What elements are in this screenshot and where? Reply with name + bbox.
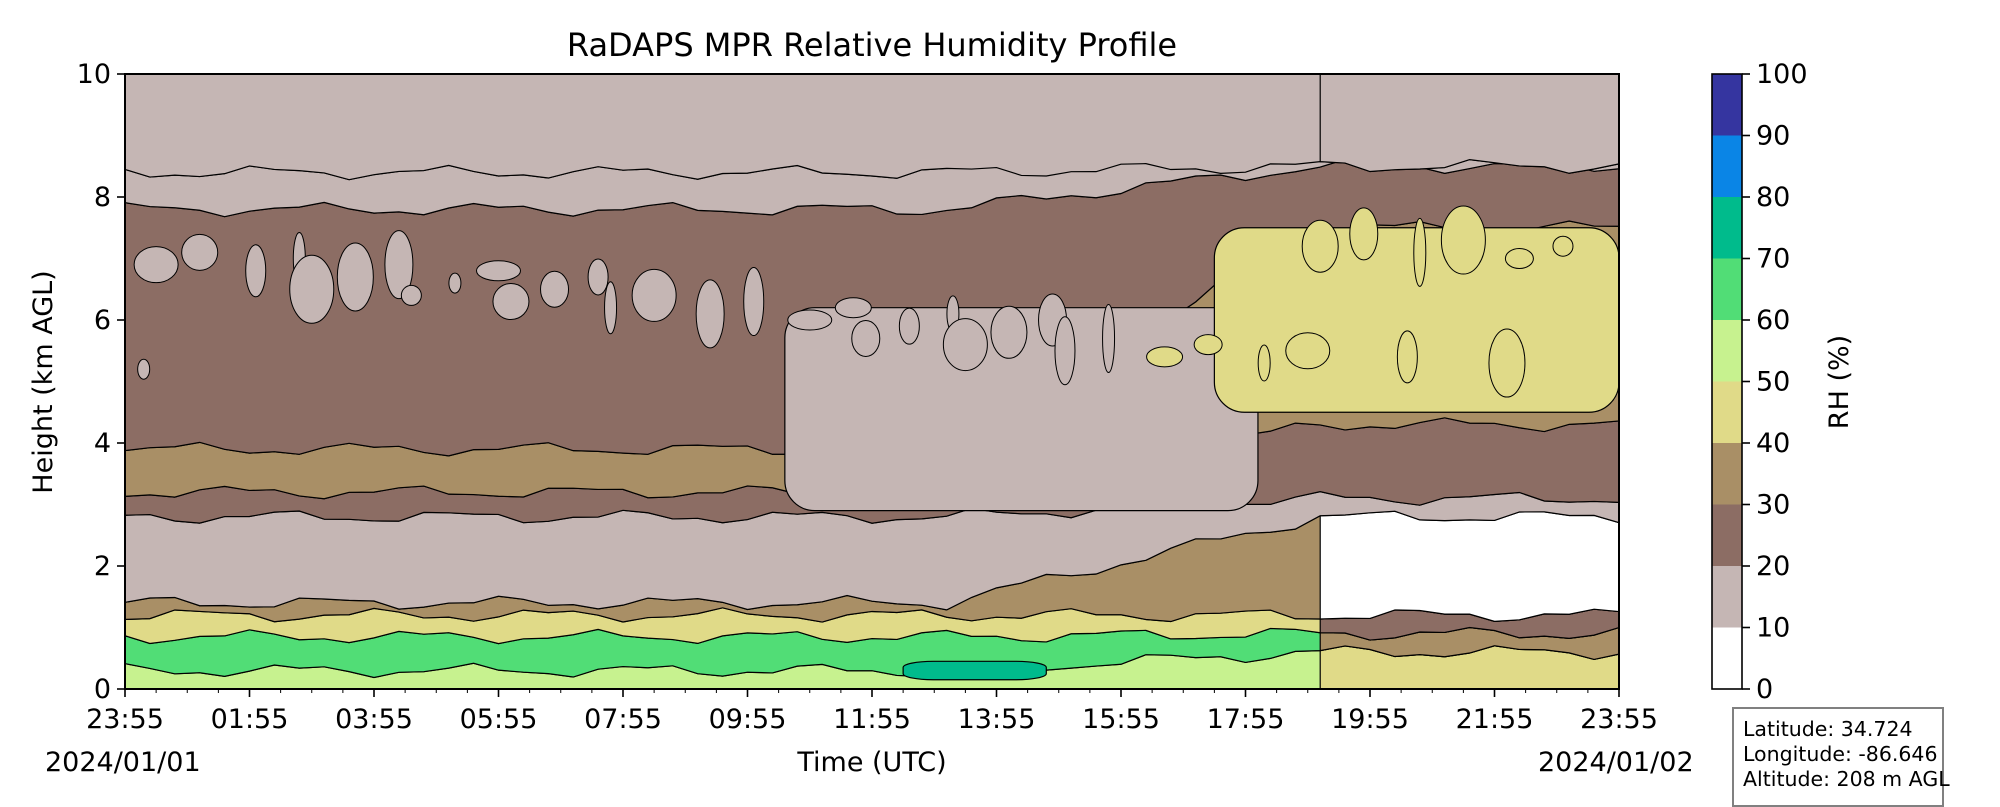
colorbar-tick-label: 30 (1756, 490, 1790, 521)
colorbar-tick-label: 10 (1756, 613, 1790, 644)
colorbar-segment (1712, 627, 1742, 689)
contour-cell (1349, 207, 1379, 261)
y-tick-label: 10 (77, 59, 111, 90)
x-end-date: 2024/01/02 (1538, 747, 1694, 778)
colorbar-tick-label: 60 (1756, 305, 1790, 336)
contour-cell (695, 279, 725, 349)
x-tick-label: 03:55 (335, 704, 413, 735)
contour-cell (1440, 205, 1486, 275)
contour-cell (787, 309, 833, 331)
colorbar-segment (1712, 504, 1742, 566)
contour-cell (181, 233, 219, 271)
contour-cell (942, 318, 988, 372)
contour-cell (245, 244, 267, 298)
contour-cell (1193, 334, 1223, 356)
y-tick-label: 8 (94, 182, 111, 213)
y-tick-label: 2 (94, 551, 111, 582)
contour-cell (1102, 303, 1116, 373)
contour-cell (476, 260, 521, 282)
x-tick-label: 15:55 (1082, 704, 1160, 735)
colorbar-segment (1712, 381, 1742, 443)
contour-cell (1396, 330, 1418, 384)
location-info-box: Latitude: 34.724 Longitude: -86.646 Alti… (1732, 707, 1950, 807)
y-tick-label: 6 (94, 305, 111, 336)
contour-cell (1413, 217, 1427, 287)
y-tick-label: 4 (94, 428, 111, 459)
contour-layer (125, 74, 1619, 181)
contour-cell (137, 358, 151, 380)
contour-feature-2 (902, 660, 1047, 681)
x-tick-label: 05:55 (460, 704, 538, 735)
contour-cell (448, 272, 462, 294)
contour-cell (1146, 346, 1184, 368)
contour-cell (1257, 344, 1271, 382)
contour-cell (587, 258, 609, 296)
longitude-text: Longitude: -86.646 (1743, 742, 1938, 766)
latitude-text: Latitude: 34.724 (1743, 717, 1913, 741)
contour-cell (631, 268, 677, 322)
colorbar-tick-label: 90 (1756, 121, 1790, 152)
contour-cell (1552, 235, 1574, 257)
x-tick-label: 21:55 (1456, 704, 1534, 735)
plot-area (125, 74, 1619, 689)
contour-cell (492, 283, 530, 321)
contour-layer (1319, 74, 1619, 174)
contour-layer (1319, 510, 1619, 622)
colorbar-tick-label: 100 (1756, 59, 1808, 90)
contour-cell (1488, 328, 1526, 398)
contour-cell (743, 267, 765, 337)
contour-cell (1301, 219, 1339, 273)
contour-cell (289, 254, 335, 324)
colorbar-segment (1712, 258, 1742, 320)
colorbar-segment (1712, 320, 1742, 382)
colorbar-segment (1712, 135, 1742, 197)
colorbar-segment (1712, 74, 1742, 136)
x-tick-label: 23:55 (1580, 704, 1658, 735)
chart-title: RaDAPS MPR Relative Humidity Profile (567, 26, 1177, 64)
colorbar-tick-label: 0 (1756, 674, 1773, 705)
contour-cell (990, 305, 1028, 359)
contour-cell (898, 307, 920, 345)
x-tick-label: 07:55 (584, 704, 662, 735)
colorbar-tick-label: 70 (1756, 244, 1790, 275)
x-tick-label: 11:55 (833, 704, 911, 735)
contour-cell (1504, 248, 1534, 269)
contour-cell (133, 246, 179, 284)
colorbar-label: RH (%) (1824, 335, 1855, 429)
x-tick-label: 23:55 (86, 704, 164, 735)
colorbar-tick-label: 50 (1756, 367, 1790, 398)
contour-cell (384, 230, 414, 300)
contour-cell (834, 297, 872, 319)
contour-features (133, 205, 1619, 681)
y-axis-label: Height (km AGL) (28, 270, 59, 493)
x-axis: 23:55 01:55 03:55 05:55 07:55 09:55 11:55 13:55… (86, 689, 1658, 735)
colorbar-tick-label: 80 (1756, 182, 1790, 213)
colorbar-segment (1712, 197, 1742, 259)
y-axis: 0 2 4 6 8 10 (77, 59, 125, 705)
x-tick-label: 19:55 (1331, 704, 1409, 735)
y-tick-label: 0 (94, 674, 111, 705)
contour-cell (400, 284, 422, 306)
colorbar-ticks: 0 10 20 30 40 50 60 70 80 90 100 (1742, 59, 1808, 705)
contour-cell (604, 281, 618, 335)
colorbar-tick-label: 20 (1756, 551, 1790, 582)
contour-cell (336, 242, 374, 312)
contour-cell (540, 270, 570, 308)
colorbar-tick-label: 40 (1756, 428, 1790, 459)
colorbar-segment (1712, 566, 1742, 628)
colorbar (1711, 73, 1743, 690)
x-tick-label: 01:55 (211, 704, 289, 735)
x-tick-label: 17:55 (1207, 704, 1285, 735)
x-start-date: 2024/01/01 (45, 747, 201, 778)
contour-cell (1285, 332, 1331, 370)
x-tick-label: 13:55 (958, 704, 1036, 735)
contour-cell (851, 319, 881, 357)
x-axis-label: Time (UTC) (796, 747, 946, 778)
altitude-text: Altitude: 208 m AGL (1743, 767, 1950, 791)
colorbar-segment (1712, 443, 1742, 505)
x-tick-label: 09:55 (709, 704, 787, 735)
contour-cell (1054, 316, 1076, 386)
